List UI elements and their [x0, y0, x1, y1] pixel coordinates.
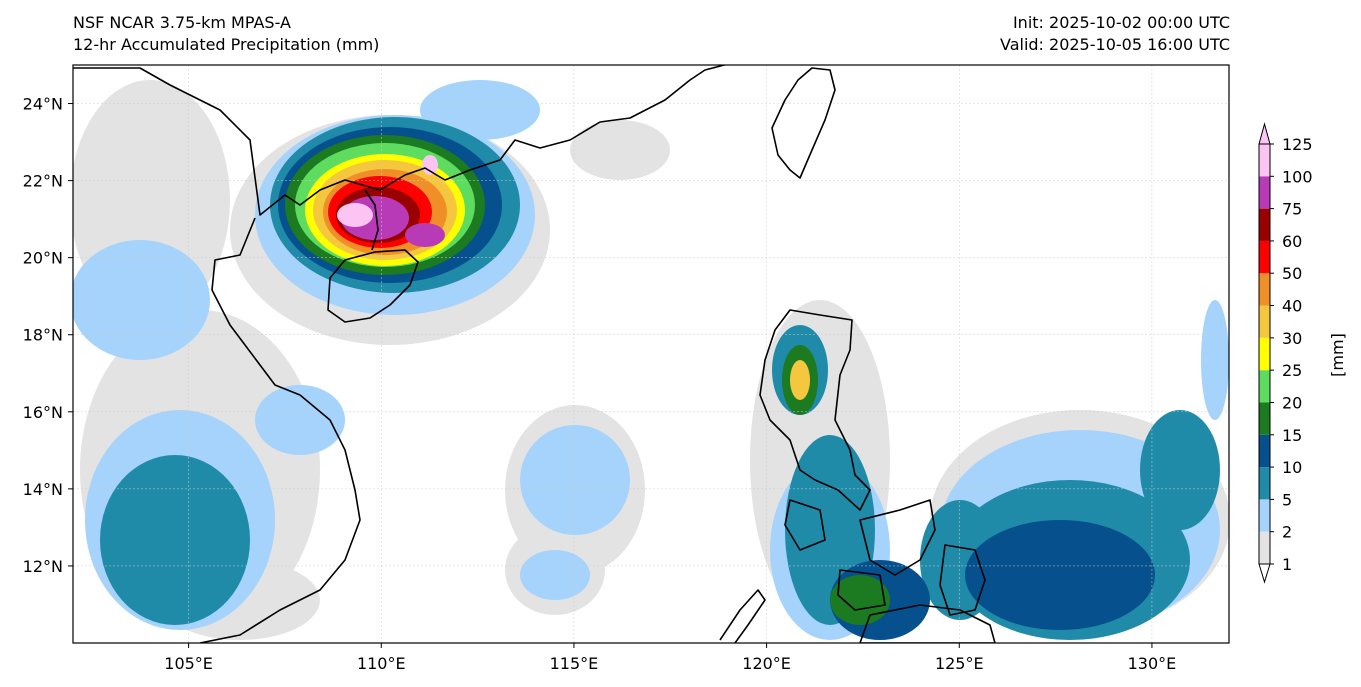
colorbar-segment — [1259, 370, 1270, 403]
map-frame — [72, 64, 1230, 644]
gridlines — [73, 65, 1229, 643]
vietnam-coastline — [199, 217, 361, 643]
colorbar-segment — [1259, 467, 1270, 500]
time-block: Init: 2025-10-02 00:00 UTC Valid: 2025-1… — [1000, 12, 1230, 56]
longitude-axis: 105°E 110°E 115°E 120°E 125°E 130°E — [164, 643, 1176, 673]
colorbar-segment — [1259, 337, 1270, 371]
lon-tick-label: 125°E — [935, 654, 984, 673]
colorbar-segment — [1259, 176, 1270, 209]
luzon-outline — [759, 309, 871, 511]
leizhou-peninsula — [364, 189, 379, 251]
map-panel — [73, 65, 1229, 643]
mindoro-outline — [784, 499, 826, 551]
colorbar-level-label: 30 — [1282, 329, 1302, 348]
lat-tick-label: 14°N — [23, 480, 63, 499]
lat-tick-label: 20°N — [23, 249, 63, 268]
lat-tick-label: 22°N — [23, 172, 63, 191]
precip-100mm — [337, 155, 438, 227]
samar-outline — [939, 544, 986, 616]
colorbar-segment — [1259, 499, 1270, 532]
title-block: NSF NCAR 3.75-km MPAS-A 12-hr Accumulate… — [73, 12, 379, 56]
colorbar-segment — [1259, 434, 1270, 468]
colorbar-segment — [1259, 273, 1270, 306]
lon-tick-label: 105°E — [164, 654, 213, 673]
coastlines — [73, 65, 996, 643]
china-coastline — [73, 65, 728, 216]
lat-tick-label: 18°N — [23, 326, 63, 345]
lon-tick-label: 130°E — [1128, 654, 1177, 673]
valid-time: Valid: 2025-10-05 16:00 UTC — [999, 35, 1230, 54]
colorbar-level-label: 100 — [1282, 167, 1313, 186]
colorbar-segment — [1259, 531, 1270, 564]
colorbar-level-label: 20 — [1282, 393, 1302, 412]
colorbar-segment — [1259, 402, 1270, 435]
colorbar-segment — [1259, 144, 1270, 177]
mindanao-outline — [859, 604, 996, 643]
lat-tick-label: 12°N — [23, 557, 63, 576]
lon-tick-label: 120°E — [742, 654, 791, 673]
colorbar-level-label: 1 — [1282, 555, 1292, 574]
colorbar-outline — [1258, 143, 1271, 565]
lon-tick-label: 115°E — [550, 654, 599, 673]
colorbar-level-label: 125 — [1282, 135, 1313, 154]
colorbar-segment — [1259, 208, 1270, 241]
init-time: Init: 2025-10-02 00:00 UTC — [1012, 13, 1230, 32]
field-title: 12-hr Accumulated Precipitation (mm) — [73, 35, 380, 54]
model-title: NSF NCAR 3.75-km MPAS-A — [73, 13, 291, 32]
lon-tick-label: 110°E — [357, 654, 406, 673]
panay-outline — [837, 569, 886, 611]
colorbar-min-extend — [1258, 563, 1271, 584]
colorbar-level-label: 15 — [1282, 426, 1302, 445]
colorbar-level-label: 75 — [1282, 200, 1302, 219]
lat-tick-label: 16°N — [23, 403, 63, 422]
colorbar-level-label: 50 — [1282, 264, 1302, 283]
colorbar-level-label: 2 — [1282, 523, 1292, 542]
palawan-outline — [719, 589, 766, 643]
colorbar-max-extend — [1258, 122, 1271, 145]
colorbar-level-label: 25 — [1282, 361, 1302, 380]
colorbar-level-label: 60 — [1282, 232, 1302, 251]
colorbar-segment — [1259, 240, 1270, 274]
visayas-outline — [859, 499, 936, 576]
hainan-outline — [327, 249, 419, 323]
colorbar-level-label: 40 — [1282, 297, 1302, 316]
colorbar-level-label: 5 — [1282, 490, 1292, 509]
colorbar-unit-label: [mm] — [1328, 333, 1347, 377]
latitude-axis: 12°N 14°N 16°N 18°N 20°N 22°N 24°N — [23, 95, 73, 576]
colorbar-segment — [1259, 305, 1270, 338]
taiwan-outline — [771, 67, 836, 179]
lat-tick-label: 24°N — [23, 95, 63, 114]
colorbar-level-label: 10 — [1282, 458, 1302, 477]
